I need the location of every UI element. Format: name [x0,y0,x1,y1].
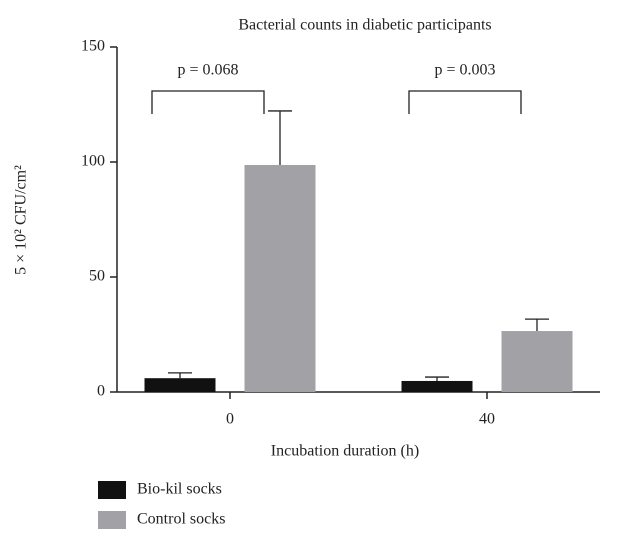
significance-bracket [151,90,265,114]
legend-label: Bio-kil socks [137,481,222,498]
legend-swatch [98,481,126,499]
error-bar [425,376,449,381]
x-tick-label: 0 [226,411,234,428]
error-bar [168,372,192,379]
legend-swatch [98,511,126,529]
bar [401,380,473,392]
bar [244,164,316,392]
error-bar [268,110,292,165]
significance-bracket [408,90,522,114]
y-tick-label: 0 [97,383,105,400]
bar [501,331,573,392]
y-tick-label: 100 [81,153,105,170]
chart-title: Bacterial counts in diabetic participant… [238,17,491,34]
annotation: p = 0.068 [177,62,238,79]
annotation: p = 0.003 [434,62,495,79]
legend-label: Control socks [137,511,225,528]
y-tick-label: 50 [89,268,105,285]
bar [144,378,216,392]
y-axis-label: 5 × 10² CFU/cm² [13,165,30,275]
y-tick-label: 150 [81,38,105,55]
x-tick-label: 40 [479,411,495,428]
x-axis-label: Incubation duration (h) [271,443,419,460]
error-bar [525,318,549,332]
